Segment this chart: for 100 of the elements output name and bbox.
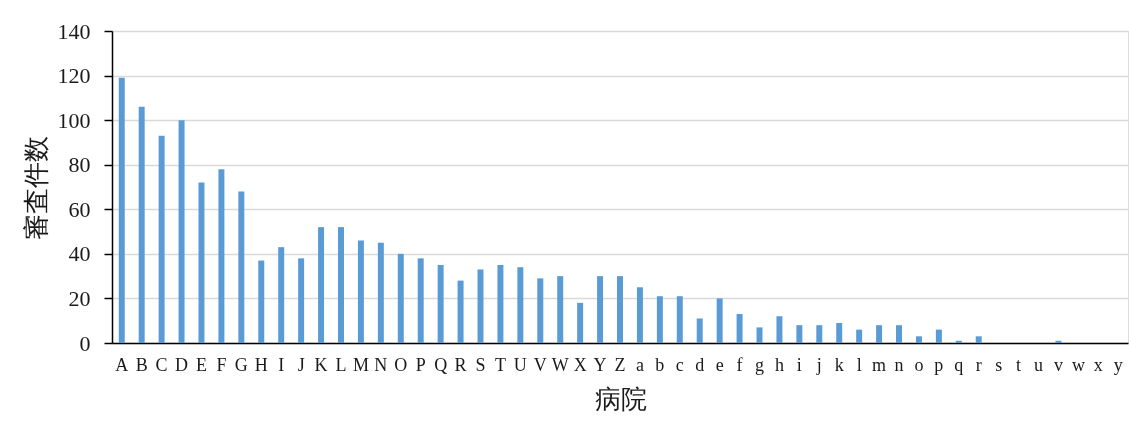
- bar: [557, 276, 564, 343]
- x-tick-label: A: [115, 354, 129, 375]
- bar: [417, 258, 424, 343]
- bar: [278, 247, 285, 343]
- x-tick-label: s: [995, 354, 1003, 375]
- bar: [696, 318, 703, 343]
- x-tick-label: J: [297, 354, 305, 375]
- bar: [357, 240, 364, 343]
- x-tick-label: q: [954, 354, 964, 375]
- x-tick-label: j: [815, 354, 822, 375]
- y-tick-label: 60: [68, 196, 91, 222]
- bar: [517, 267, 524, 343]
- x-tick-label: y: [1113, 354, 1123, 375]
- x-tick-label: F: [216, 354, 227, 375]
- bar: [876, 325, 883, 343]
- x-tick-label: r: [975, 354, 982, 375]
- x-tick-label: I: [278, 354, 285, 375]
- x-tick-label: c: [675, 354, 684, 375]
- x-tick-label: H: [254, 354, 268, 375]
- bar: [935, 329, 942, 343]
- x-tick-label: C: [155, 354, 168, 375]
- bar: [138, 106, 145, 343]
- x-tick-label: h: [774, 354, 784, 375]
- y-tick-label: 80: [68, 152, 91, 178]
- bar: [656, 296, 663, 343]
- y-tick-label: 0: [79, 330, 91, 356]
- bar: [238, 191, 245, 343]
- bar: [617, 276, 623, 343]
- bar: [258, 260, 265, 343]
- bar: [537, 278, 544, 343]
- x-tick-label: B: [135, 354, 148, 375]
- x-tick-label: u: [1034, 354, 1044, 375]
- x-tick-label: i: [796, 354, 802, 375]
- y-tick-label: 100: [57, 107, 91, 133]
- x-tick-label: S: [475, 354, 486, 375]
- bar: [198, 182, 205, 343]
- bar: [975, 336, 982, 343]
- x-tick-label: U: [513, 354, 527, 375]
- x-tick-label: d: [695, 354, 705, 375]
- x-tick-label: G: [234, 354, 248, 375]
- bar: [118, 77, 125, 343]
- x-tick-label: g: [755, 354, 765, 375]
- bar: [636, 287, 643, 343]
- y-tick-label: 40: [68, 241, 91, 267]
- x-tick-label: K: [314, 354, 328, 375]
- bar: [1055, 340, 1062, 343]
- y-tick-label: 140: [57, 18, 91, 44]
- bar: [457, 280, 464, 343]
- x-tick-label: E: [195, 354, 207, 375]
- bar: [816, 325, 823, 343]
- x-tick-label: m: [872, 354, 887, 375]
- bar: [736, 314, 743, 343]
- bar: [676, 296, 683, 343]
- x-tick-label: Y: [593, 354, 607, 375]
- x-tick-label: R: [454, 354, 467, 375]
- bar: [856, 329, 863, 343]
- x-tick-label: w: [1071, 354, 1085, 375]
- x-tick-label: X: [573, 354, 587, 375]
- bar: [776, 316, 783, 343]
- bar: [377, 242, 384, 343]
- bar: [318, 227, 325, 343]
- y-axis-title: 審査件数: [21, 135, 51, 240]
- x-tick-label: M: [352, 354, 369, 375]
- bar: [437, 265, 444, 343]
- y-tick-label: 20: [68, 285, 91, 311]
- x-tick-label: Q: [434, 354, 448, 375]
- bar: [955, 340, 962, 343]
- x-tick-label: L: [335, 354, 347, 375]
- x-tick-label: Z: [614, 354, 626, 375]
- bar: [915, 336, 922, 343]
- x-tick-label: b: [655, 354, 665, 375]
- bar: [597, 276, 604, 343]
- x-axis-title: 病院: [594, 384, 647, 414]
- x-tick-label: e: [715, 354, 724, 375]
- x-tick-label: W: [551, 354, 569, 375]
- bar: [716, 298, 723, 343]
- bar: [577, 302, 584, 343]
- x-tick-label: T: [494, 354, 506, 375]
- x-tick-label: p: [934, 354, 944, 375]
- y-tick-label: 120: [57, 63, 91, 89]
- x-tick-label: t: [1016, 354, 1022, 375]
- x-tick-label: x: [1093, 354, 1103, 375]
- bar: [836, 322, 843, 343]
- x-tick-label: o: [914, 354, 924, 375]
- x-tick-label: N: [374, 354, 388, 375]
- bar: [158, 135, 165, 343]
- x-tick-label: D: [175, 354, 189, 375]
- bar: [497, 265, 504, 343]
- x-tick-label: k: [834, 354, 844, 375]
- x-tick-label: O: [394, 354, 408, 375]
- x-tick-label: v: [1053, 354, 1063, 375]
- bar: [896, 325, 902, 343]
- bar: [178, 120, 185, 343]
- x-tick-label: f: [736, 354, 743, 375]
- bar: [218, 169, 225, 343]
- x-tick-label: P: [415, 354, 426, 375]
- bar: [298, 258, 305, 343]
- bar: [796, 325, 803, 343]
- x-tick-label: n: [894, 354, 904, 375]
- bar: [338, 227, 344, 343]
